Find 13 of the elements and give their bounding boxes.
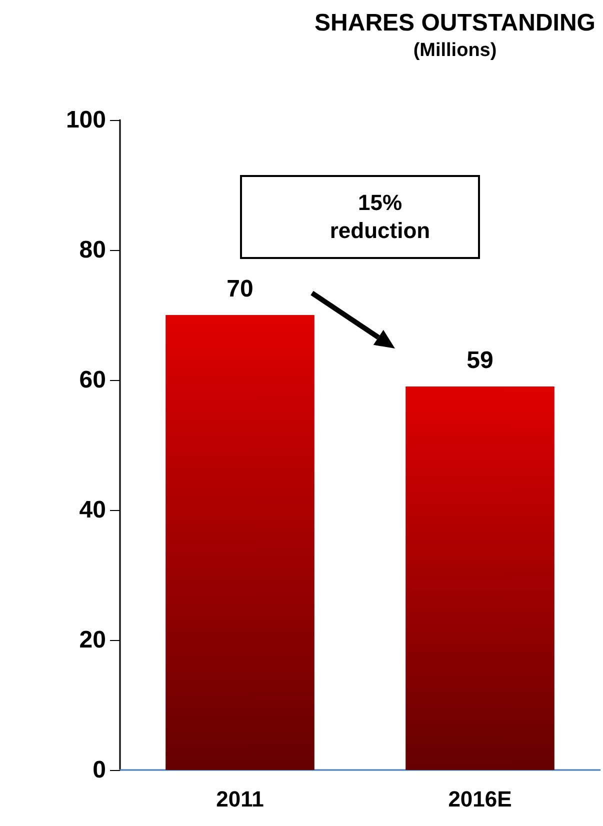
y-tick-label: 100 — [66, 106, 106, 134]
note-box: 15% reduction — [240, 175, 480, 259]
data-label: 59 — [466, 347, 494, 374]
x-tick-label: 2011 — [216, 786, 264, 812]
y-tick-label: 80 — [79, 236, 106, 264]
chart-title: SHARES OUTSTANDING — [314, 10, 596, 36]
y-tick-label: 60 — [79, 366, 106, 394]
y-tick-label: 40 — [79, 496, 106, 524]
data-label: 70 — [226, 276, 254, 302]
y-tick-label: 20 — [79, 626, 106, 654]
chart-subtitle: (Millions) — [413, 40, 497, 61]
x-tick-label: 2016E — [448, 786, 512, 812]
y-tick-label: 0 — [92, 756, 106, 784]
